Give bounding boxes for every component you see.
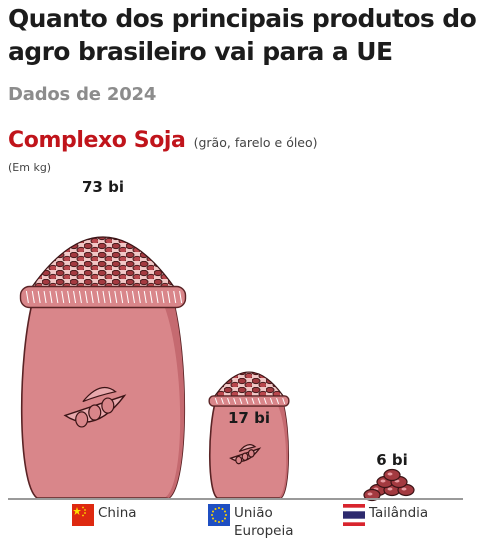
page-title: Quanto dos principais produtos do agro b…	[8, 4, 477, 66]
china-flag-icon	[72, 504, 94, 526]
value-label-china: 73 bi	[82, 178, 124, 196]
category-label-tailandia: Tailândia	[369, 505, 429, 521]
category-label-uniao-europeia: União Europeia	[234, 505, 294, 539]
chart-title-row: Complexo Soja (grão, farelo e óleo)	[8, 128, 318, 153]
chart-note: (grão, farelo e óleo)	[193, 135, 318, 150]
value-label-tailandia: 6 bi	[376, 451, 408, 469]
page-subtitle: Dados de 2024	[8, 84, 157, 105]
eu-flag-icon	[208, 504, 230, 526]
category-uniao-europeia: União Europeia	[208, 504, 294, 540]
x-axis-baseline	[8, 498, 463, 500]
category-label-china: China	[98, 505, 137, 521]
sack-uniao-europeia	[208, 371, 290, 500]
value-label-uniao-europeia: 17 bi	[228, 409, 270, 427]
sack-china	[19, 236, 187, 500]
thailand-flag-icon	[343, 504, 365, 526]
unit-label: (Em kg)	[8, 161, 52, 174]
category-tailandia: Tailândia	[343, 504, 428, 526]
category-china: China	[72, 504, 137, 526]
sack-tailandia	[363, 468, 415, 502]
chart-title: Complexo Soja	[8, 128, 186, 153]
